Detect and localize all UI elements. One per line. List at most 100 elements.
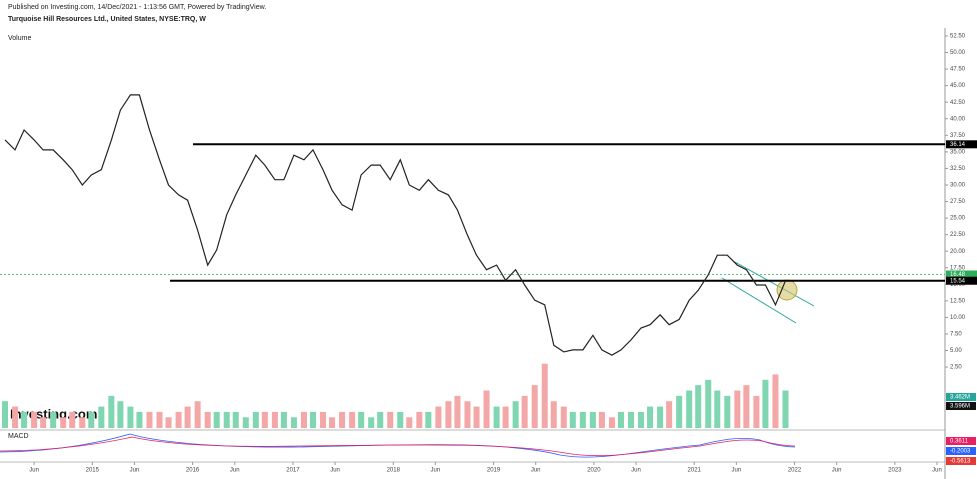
volume-bar <box>184 406 191 428</box>
y-tick-label: 27.50 <box>950 199 966 205</box>
macd-title: MACD <box>8 433 29 440</box>
volume-bar <box>493 406 500 428</box>
volume-bar <box>79 417 86 428</box>
volume-bar <box>483 390 490 428</box>
level-label: 15.54 <box>950 278 966 284</box>
y-tick-label: 47.50 <box>950 67 966 73</box>
volume-bar <box>445 401 452 428</box>
volume-bar <box>502 406 509 428</box>
volume-bar <box>300 411 307 428</box>
x-tick-label: 2017 <box>286 468 300 474</box>
volume-bar <box>2 401 9 428</box>
volume-bar <box>146 411 153 428</box>
volume-bar <box>397 411 404 428</box>
volume-bar <box>695 385 702 428</box>
x-tick-label: 2023 <box>888 468 902 474</box>
volume-bar <box>676 395 683 428</box>
volume-bar <box>204 411 211 428</box>
volume-bar <box>213 411 220 428</box>
volume-title: Volume <box>8 35 31 42</box>
level-label: 16.48 <box>950 272 966 278</box>
volume-bar <box>242 417 249 428</box>
volume-bar <box>569 411 576 428</box>
y-tick-label: 15.00 <box>950 282 966 288</box>
x-tick-label: Jun <box>531 468 541 474</box>
macd-value-label: 0.3611 <box>950 439 969 445</box>
x-tick-label: Jun <box>932 468 942 474</box>
macd-label-box <box>946 447 976 455</box>
y-tick-label: 17.50 <box>950 265 966 271</box>
volume-bar <box>320 411 327 428</box>
volume-bar <box>252 411 259 428</box>
y-tick-label: 35.00 <box>950 149 966 155</box>
volume-bar <box>60 417 67 428</box>
volume-bar <box>579 411 586 428</box>
volume-bar <box>454 395 461 428</box>
volume-bar <box>464 401 471 428</box>
y-tick-label: 42.50 <box>950 100 966 106</box>
volume-bar <box>88 411 95 428</box>
level-label: 36.14 <box>950 142 966 148</box>
volume-bar <box>377 411 384 428</box>
x-tick-label: 2018 <box>387 468 401 474</box>
x-tick-label: Jun <box>631 468 641 474</box>
volume-bar <box>69 411 76 428</box>
volume-bar <box>521 395 528 428</box>
volume-bar <box>608 417 615 428</box>
volume-bar <box>175 411 182 428</box>
volume-bar <box>714 390 721 428</box>
x-tick-label: Jun <box>431 468 441 474</box>
volume-bar <box>705 379 712 428</box>
x-tick-label: Jun <box>731 468 741 474</box>
x-tick-label: 2022 <box>788 468 802 474</box>
volume-bar <box>50 411 57 428</box>
volume-bar <box>743 385 750 428</box>
y-tick-label: 32.50 <box>950 166 966 172</box>
x-tick-label: 2015 <box>86 468 100 474</box>
macd-line <box>0 433 796 458</box>
level-label-box <box>946 270 977 279</box>
volume-bar <box>666 401 673 428</box>
volume-bar <box>31 411 38 428</box>
volume-bar <box>280 411 287 428</box>
volume-bar <box>734 390 741 428</box>
signal-line <box>0 436 796 457</box>
volume-bar <box>290 417 297 428</box>
volume-bar <box>349 411 356 428</box>
volume-bar <box>782 390 789 428</box>
volume-bar <box>638 411 645 428</box>
volume-bar <box>627 411 635 428</box>
volume-bar <box>598 411 605 428</box>
y-tick-label: 37.50 <box>950 133 966 139</box>
volume-bar <box>12 406 19 428</box>
volume-bar <box>541 363 548 428</box>
x-tick-label: Jun <box>832 468 842 474</box>
volume-bar <box>425 411 432 428</box>
y-tick-label: 5.00 <box>950 348 962 354</box>
x-tick-label: Jun <box>330 468 340 474</box>
level-label-box <box>946 140 977 149</box>
volume-value-label: 3.596M <box>950 404 970 410</box>
volume-label-box <box>946 393 976 401</box>
volume-bar <box>339 411 346 428</box>
volume-bar <box>165 417 172 428</box>
level-label-box <box>946 276 977 285</box>
volume-bar <box>329 417 336 428</box>
volume-bar <box>98 406 105 428</box>
y-tick-label: 22.50 <box>950 232 966 238</box>
volume-bar <box>531 385 538 428</box>
y-tick-label: 2.50 <box>950 365 962 371</box>
volume-bar <box>617 411 624 428</box>
y-tick-label: 30.00 <box>950 183 966 189</box>
volume-bar <box>416 411 423 428</box>
x-tick-label: Jun <box>230 468 240 474</box>
volume-bar <box>194 401 201 428</box>
macd-value-label: -0.2003 <box>950 449 971 455</box>
published-note: Published on Investing.com, 14/Dec/2021 … <box>8 4 266 11</box>
volume-bar <box>156 411 163 428</box>
volume-value-label: 3.462M <box>950 395 970 401</box>
volume-bar <box>724 395 731 428</box>
volume-bar <box>117 401 124 428</box>
x-tick-label: Jun <box>29 468 39 474</box>
